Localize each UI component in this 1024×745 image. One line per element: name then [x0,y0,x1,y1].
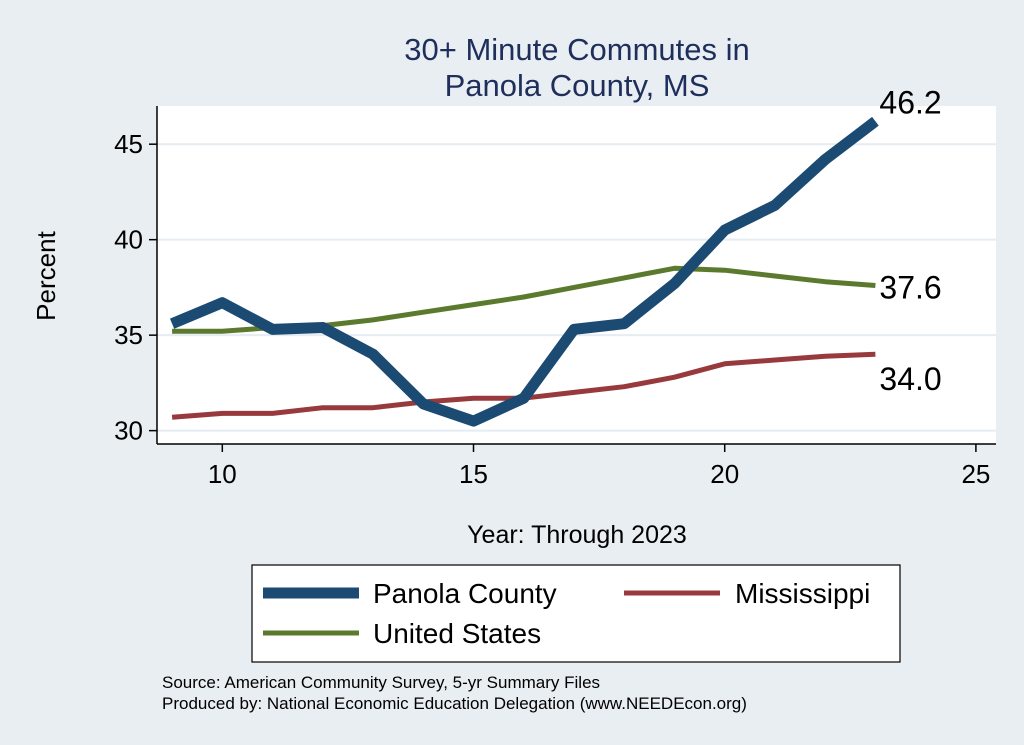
point-united-states-14 [422,311,424,313]
x-tick-label-15: 15 [459,459,488,489]
point-mississippi-9 [171,416,173,418]
point-mississippi-23 [874,353,876,355]
y-tick-label-30: 30 [114,416,143,446]
y-tick-label-40: 40 [114,225,143,255]
point-united-states-21 [774,275,776,277]
legend-label-united-states: United States [373,618,541,649]
point-mississippi-13 [372,407,374,409]
point-panola-county-13 [372,353,374,355]
x-tick-label-10: 10 [208,459,237,489]
point-mississippi-12 [322,407,324,409]
legend-label-panola-county: Panola County [373,578,557,609]
chart-title-line-2: Panola County, MS [445,68,710,103]
x-tick-label-25: 25 [961,459,990,489]
legend-box [251,564,901,663]
series-line-panola-county [169,116,879,427]
point-united-states-13 [372,319,374,321]
point-panola-county-11 [271,328,273,330]
end-labels: 46.2 34.0 37.6 [879,84,941,397]
y-axis-ticks: 30 35 40 45 [114,129,157,446]
point-panola-county-15 [472,420,474,422]
point-panola-county-12 [322,326,324,328]
point-mississippi-15 [472,397,474,399]
legend-label-mississippi: Mississippi [735,578,870,609]
point-united-states-15 [472,303,474,305]
x-axis-title: Year: Through 2023 [467,521,687,549]
producer-note: Produced by: National Economic Education… [162,694,747,713]
point-united-states-18 [623,277,625,279]
point-panola-county-19 [673,282,675,284]
point-united-states-20 [724,269,726,271]
point-panola-county-18 [623,322,625,324]
source-note: Source: American Community Survey, 5-yr … [162,673,600,692]
end-label-mississippi: 34.0 [879,361,941,397]
y-tick-label-45: 45 [114,129,143,159]
point-mississippi-18 [623,386,625,388]
y-axis-title: Percent [31,230,61,320]
point-panola-county-10 [221,301,223,303]
end-label-united-states: 37.6 [879,270,941,306]
chart-title-line-1: 30+ Minute Commutes in [404,32,749,67]
point-mississippi-20 [724,363,726,365]
point-united-states-23 [874,284,876,286]
series-layer [169,116,879,427]
point-united-states-17 [573,286,575,288]
point-mississippi-11 [271,412,273,414]
point-panola-county-14 [422,403,424,405]
y-tick-label-35: 35 [114,320,143,350]
point-united-states-22 [824,280,826,282]
point-united-states-19 [673,267,675,269]
legend: Panola County Mississippi United States [251,564,901,663]
point-panola-county-9 [171,322,173,324]
point-panola-county-22 [824,158,826,160]
point-united-states-16 [523,296,525,298]
x-axis-ticks: 10 15 20 25 [208,444,990,489]
point-panola-county-23 [874,120,876,122]
point-mississippi-21 [774,359,776,361]
point-panola-county-17 [573,328,575,330]
point-mississippi-22 [824,355,826,357]
x-tick-label-20: 20 [710,459,739,489]
point-mississippi-19 [673,376,675,378]
point-panola-county-16 [523,397,525,399]
point-panola-county-20 [724,229,726,231]
point-mississippi-17 [573,391,575,393]
point-mississippi-10 [221,412,223,414]
gridlines [157,143,996,432]
point-united-states-9 [171,330,173,332]
point-panola-county-21 [774,204,776,206]
point-united-states-10 [221,330,223,332]
end-label-panola-county: 46.2 [879,84,941,120]
plot-area [157,106,996,444]
